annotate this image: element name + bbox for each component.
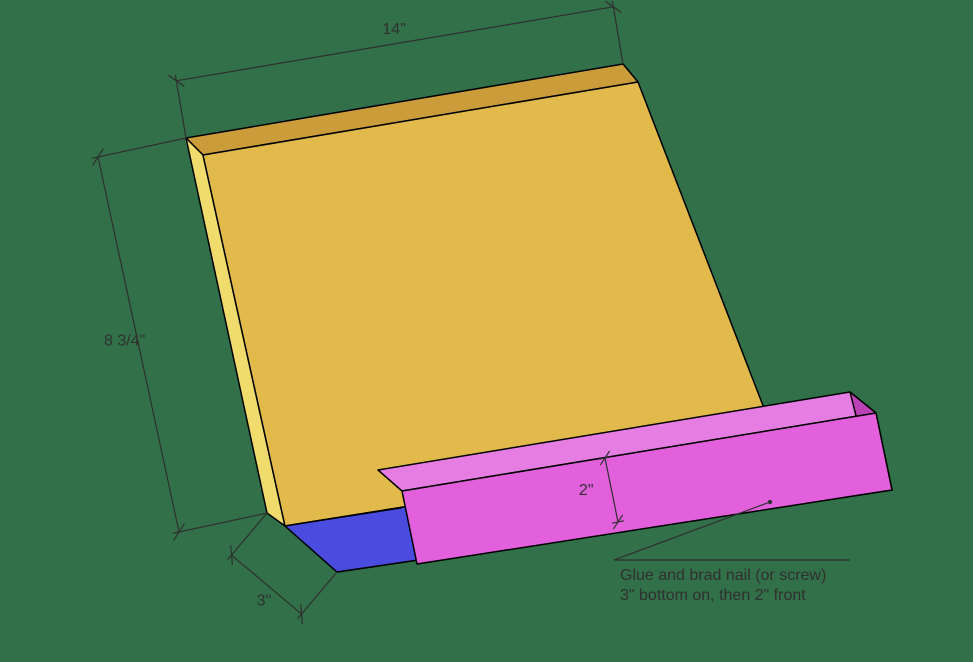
note-line2: 3" bottom on, then 2" front xyxy=(620,587,806,604)
note-leader-dot xyxy=(768,500,772,504)
dim-tick xyxy=(168,75,184,86)
dim-top-label: 14" xyxy=(382,21,405,38)
dim-tick xyxy=(174,524,185,541)
dim-bottom-label: 3" xyxy=(257,593,272,610)
note-line1: Glue and brad nail (or screw) xyxy=(620,567,826,584)
dim-tick xyxy=(231,545,233,565)
dim-tick xyxy=(93,149,104,166)
dim-tick xyxy=(301,604,303,624)
dim-tick xyxy=(605,1,621,12)
dim-bottom-ext2 xyxy=(298,572,337,619)
dim-top-line xyxy=(176,7,613,81)
dim-lip-label: 2" xyxy=(579,482,594,499)
dim-left-ext1 xyxy=(92,138,186,158)
dim-left-label: 8 3/4" xyxy=(104,332,145,349)
